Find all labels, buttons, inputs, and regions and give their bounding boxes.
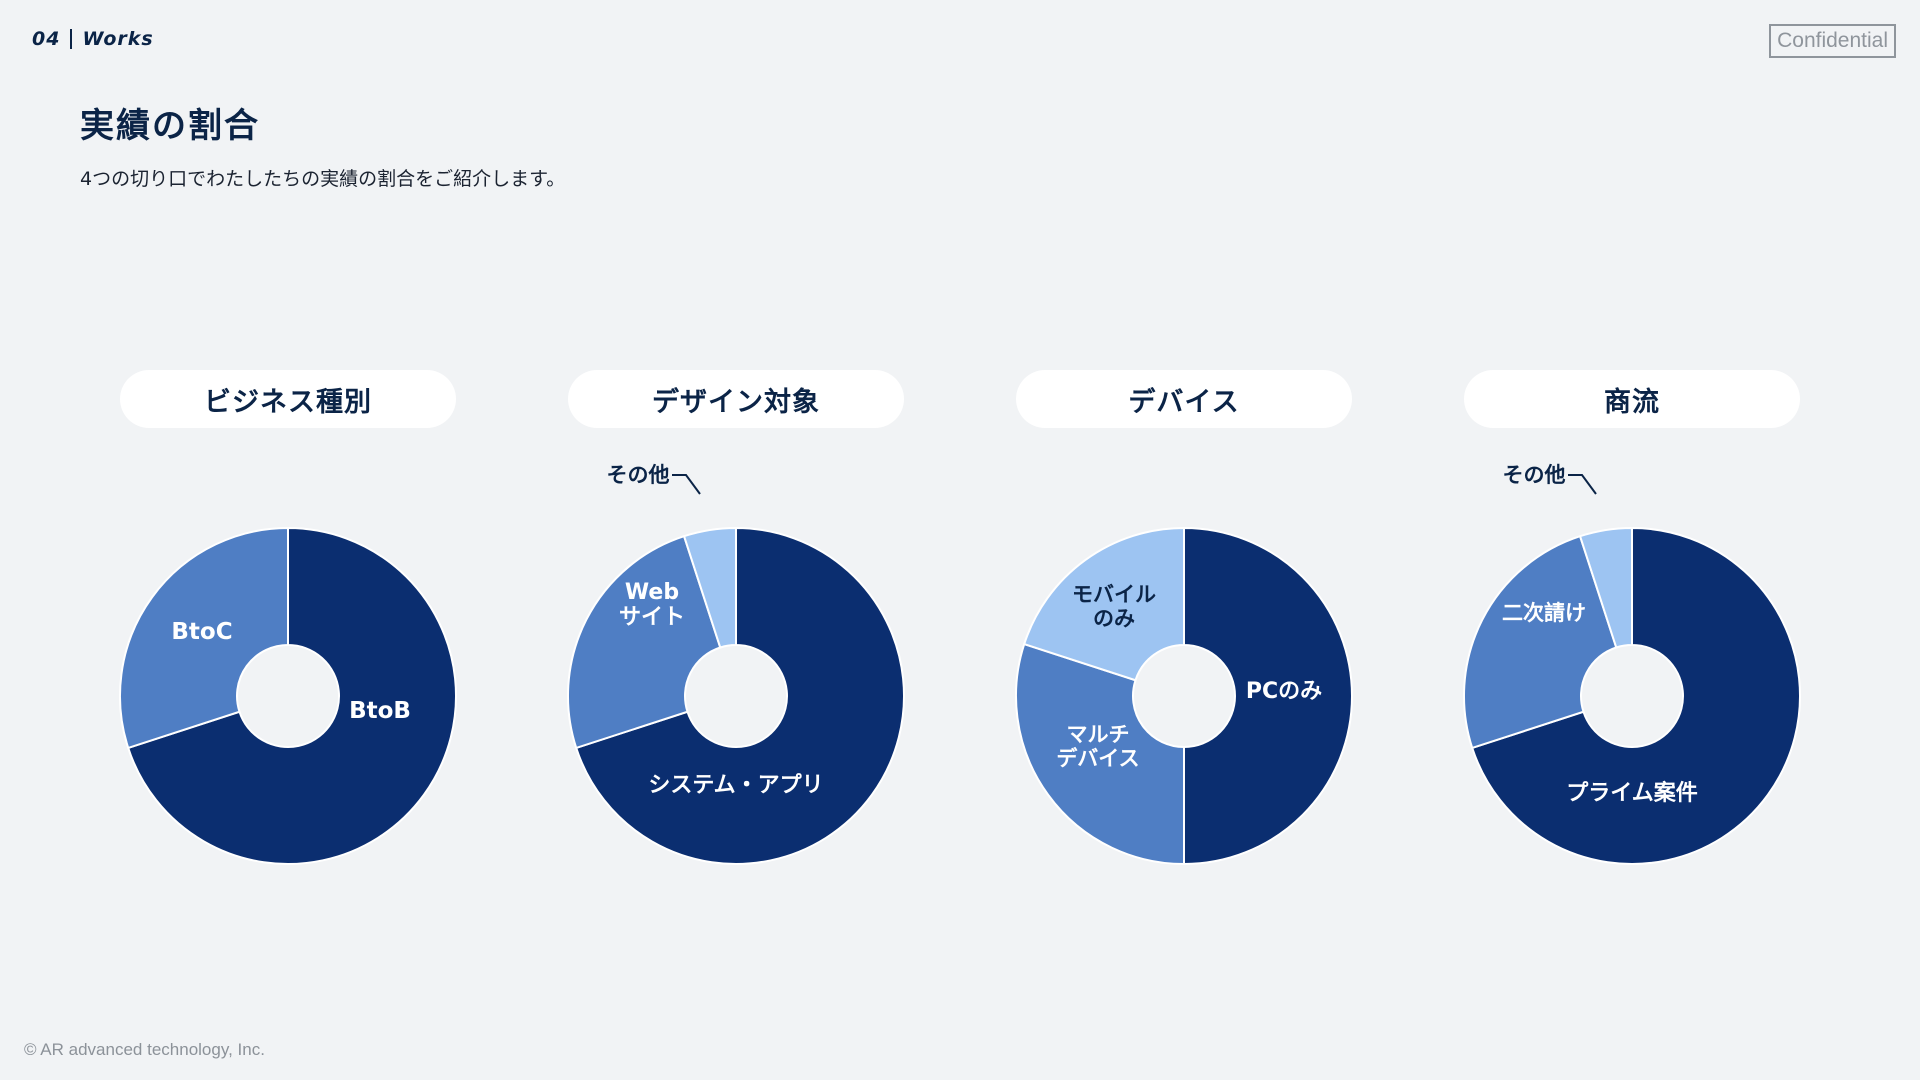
slice-label: その他	[1503, 463, 1566, 487]
slice-label: システム・アプリ	[648, 773, 823, 798]
slice-label: BtoC	[171, 619, 232, 645]
callout-line	[1568, 474, 1597, 495]
chart-panel: ビジネス種別 BtoB BtoC	[119, 368, 460, 865]
chart-panel: デザイン対象システム・アプリ Web サイト その他	[567, 368, 908, 865]
donut-chart: プライム案件 二次請け その他	[1463, 463, 1801, 865]
pie-slice-プライム案件	[1470, 526, 1801, 865]
pie-slice-btoc	[119, 526, 289, 750]
slice-label: マルチデバイス	[1056, 722, 1139, 770]
pie-slice-その他	[1578, 526, 1633, 649]
section-name: Works	[82, 28, 154, 50]
section-divider	[70, 29, 73, 49]
chart-title: 商流	[1464, 370, 1800, 428]
slice-label: プライム案件	[1566, 780, 1698, 806]
slice-label: 二次請け	[1502, 601, 1586, 625]
chart-title: デザイン対象	[568, 370, 904, 428]
page-subtitle: 4つの切り口でわたしたちの実績の割合をご紹介します。	[80, 168, 566, 190]
chart-panel: 商流プライム案件 二次請け その他	[1463, 368, 1804, 865]
section-number: 04	[32, 28, 61, 50]
pie-slice-マルチデバイス	[1015, 642, 1185, 866]
pie-slice-webサイト	[567, 534, 722, 750]
pie-slice-その他	[682, 526, 737, 649]
slice-label: PCのみ	[1246, 679, 1322, 704]
chart-title: ビジネス種別	[120, 370, 456, 428]
pie-slice-モバイルのみ	[1022, 526, 1185, 682]
copyright-footer: © AR advanced technology, Inc.	[24, 1040, 265, 1059]
page-title: 実績の割合	[80, 106, 260, 146]
confidential-badge: Confidential	[1769, 24, 1896, 58]
slice-label: BtoB	[349, 698, 411, 724]
slice-label: その他	[607, 463, 670, 487]
pie-slice-システム・アプリ	[574, 526, 905, 865]
slice-label: モバイルのみ	[1072, 582, 1156, 630]
callout-line	[672, 474, 701, 495]
section-label: 04 Works	[32, 28, 154, 50]
pie-slice-二次請け	[1463, 534, 1618, 750]
donut-chart: BtoB BtoC	[119, 526, 457, 865]
pie-slice-pcのみ	[1183, 526, 1353, 866]
slice-label: Web サイト	[619, 580, 685, 630]
chart-panel: デバイス PCのみマルチデバイス モバイルのみ	[1015, 368, 1356, 866]
donut-chart: システム・アプリ Web サイト その他	[567, 463, 905, 865]
pie-slice-btob	[126, 526, 457, 865]
chart-title: デバイス	[1016, 370, 1352, 428]
